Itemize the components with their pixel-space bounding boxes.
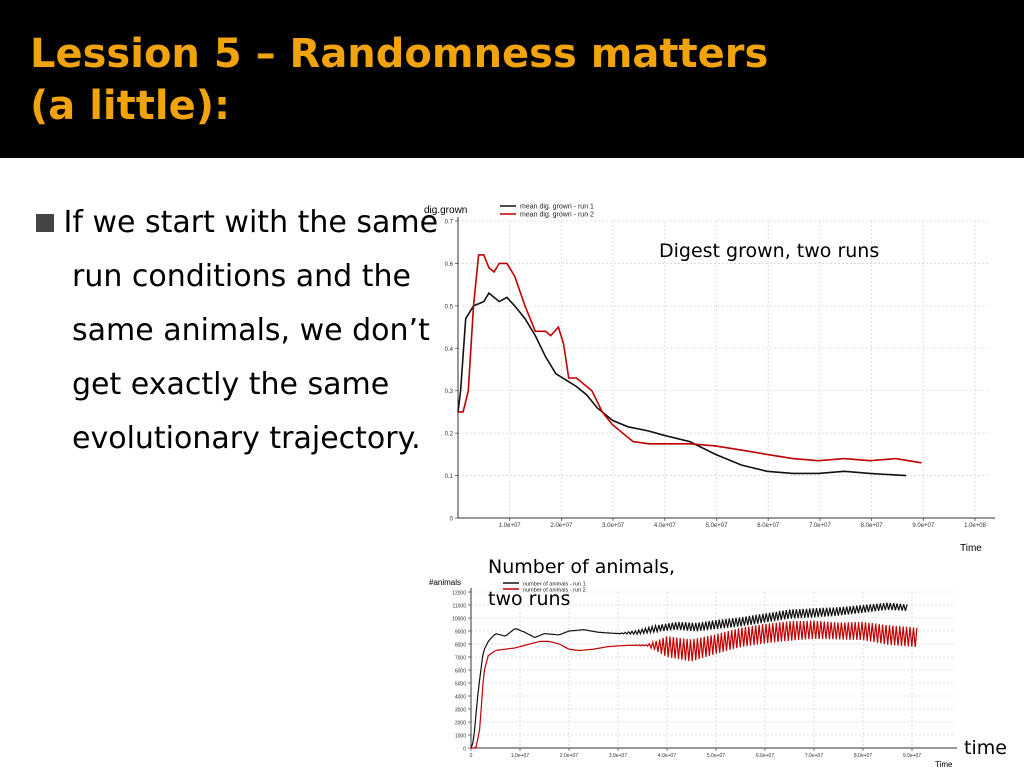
y-tick-label: 0.4 [445, 347, 454, 353]
y-tick-label: 2000 [455, 721, 466, 727]
digest-grown-chart: 0 0.1 0.2 0.3 0.4 0.5 0.6 0.7 1.0e+07 2.0e+07 3.0e… [424, 204, 995, 554]
y-tick-label: 9000 [455, 630, 466, 636]
x-tick-label: 2.0e+07 [560, 753, 578, 759]
legend-label: mean dig. grown - run 1 [520, 204, 594, 211]
y-tick-label: 1000 [455, 734, 466, 740]
y-tick-label: 3000 [455, 708, 466, 714]
y-tick-label: 4000 [455, 695, 466, 701]
bullet-item: If we start with the same run conditions… [16, 196, 456, 466]
y-tick-label: 12000 [452, 591, 466, 597]
x-tick-label: 6.0e+07 [757, 523, 780, 529]
bullet-marker [36, 214, 54, 232]
x-tick-label: 6.0e+07 [756, 753, 774, 759]
slide-title: Lession 5 – Randomness matters (a little… [30, 28, 768, 132]
series-line-1 [470, 602, 908, 749]
y-tick-label: 0.7 [445, 220, 454, 226]
y-tick-label: 0.3 [445, 389, 454, 395]
series-line-2 [471, 620, 918, 749]
x-tick-label: 2.0e+07 [550, 523, 573, 529]
legend-label: mean dig. grown - run 2 [520, 212, 594, 219]
x-tick-label: 3.0e+07 [609, 753, 627, 759]
y-tick-label: 0.1 [445, 474, 454, 480]
y-tick-label: 11000 [452, 604, 466, 610]
chart1-annotation: Digest grown, two runs [659, 240, 880, 262]
y-tick-label: 0.5 [445, 304, 454, 310]
y-tick-label: 8000 [455, 643, 466, 649]
slide-content [0, 162, 1024, 768]
y-tick-label: 6000 [455, 669, 466, 675]
y-tick-label: 0.6 [445, 262, 454, 268]
x-axis-label: Time [935, 760, 953, 768]
bullet-text: If we start with the same run conditions… [63, 205, 439, 456]
series-line-1 [457, 291, 907, 477]
x-tick-label: 4.0e+07 [654, 523, 677, 529]
chart2-side-label: time [964, 737, 1007, 759]
x-tick-label: 0 [470, 753, 473, 759]
y-tick-label: 5000 [455, 682, 466, 688]
y-tick-label: 10000 [452, 617, 466, 623]
x-tick-label: 3.0e+07 [602, 523, 625, 529]
x-tick-label: 5.0e+07 [706, 523, 729, 529]
x-tick-label: 5.0e+07 [707, 753, 725, 759]
chart2-annotation-line-1: Number of animals, [488, 556, 676, 578]
x-tick-label: 4.0e+07 [658, 753, 676, 759]
x-tick-label: 9.0e+07 [903, 753, 921, 759]
y-tick-label: 0.2 [445, 432, 454, 438]
x-tick-label: 1.0e+07 [499, 523, 522, 529]
title-divider [0, 158, 1024, 162]
chart2-annotation-line-2: two runs [488, 588, 571, 610]
animals-chart: 0 1000 2000 3000 4000 5000 6000 7000 8000 9000 100… [429, 578, 957, 768]
series-line-2 [458, 254, 922, 464]
y-tick-label: 7000 [455, 656, 466, 662]
bullet-list: If we start with the same run conditions… [16, 196, 456, 466]
x-tick-label: 1.0e+08 [964, 523, 987, 529]
x-tick-label: 9.0e+07 [912, 523, 935, 529]
slide-title-line-1: Lession 5 – Randomness matters [30, 31, 769, 77]
x-tick-label: 7.0e+07 [809, 523, 832, 529]
x-tick-label: 8.0e+07 [861, 523, 884, 529]
title-bar: Lession 5 – Randomness matters (a little… [0, 0, 1024, 158]
x-tick-label: 8.0e+07 [854, 753, 872, 759]
y-axis-label: #animals [429, 578, 461, 587]
y-tick-label: 0 [450, 517, 454, 523]
slide-title-line-2: (a little): [30, 83, 230, 129]
x-tick-label: 7.0e+07 [805, 753, 823, 759]
legend-label: number of animals - run 2 [523, 588, 586, 594]
x-tick-label: 1.0e+07 [511, 753, 529, 759]
y-axis-label: dig.grown [424, 205, 467, 216]
x-axis-label: Time [960, 543, 982, 554]
y-tick-label: 0 [463, 747, 466, 753]
legend-label: number of animals - run 1 [523, 582, 586, 588]
